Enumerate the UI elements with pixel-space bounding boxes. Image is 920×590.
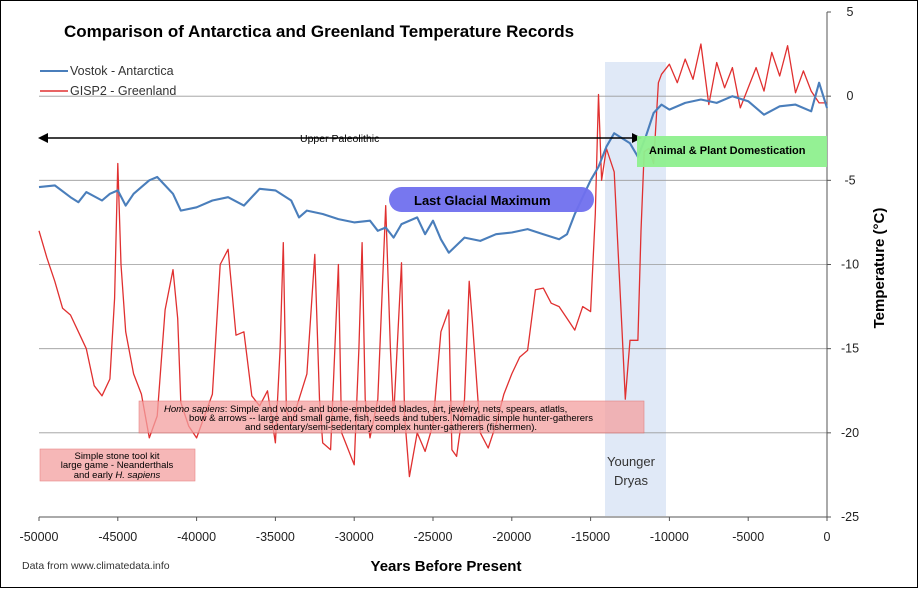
lgm-label: Last Glacial Maximum (414, 193, 551, 208)
homo-sapiens-text-line3: and sedentary/semi-sedentary complex hun… (245, 422, 537, 433)
x-tick-label: -30000 (335, 530, 374, 544)
x-tick-label: -50000 (20, 530, 59, 544)
series-line-gisp2 (38, 43, 827, 478)
x-tick-label: -5000 (732, 530, 764, 544)
homo-sapiens-text-line2: bow & arrows -- large and small game, fi… (189, 413, 593, 424)
arrow-head-left (38, 133, 48, 143)
stone-tool-text-line1: Simple stone tool kit (74, 451, 159, 462)
x-tick-label: 0 (824, 530, 831, 544)
stone-tool-text-line2: large game - Neanderthals (61, 460, 174, 471)
y-tick-label: -10 (841, 258, 859, 272)
y-axis-title: Temperature (°C) (871, 208, 888, 329)
younger-dryas-band (605, 62, 666, 516)
x-tick-label: -35000 (256, 530, 295, 544)
chart-title: Comparison of Antarctica and Greenland T… (64, 22, 574, 41)
x-ticks: -50000 -45000 -40000 -35000 -30000 -25000 -200… (20, 517, 831, 544)
domestication-label: Animal & Plant Domestication (649, 145, 806, 157)
data-source: Data from www.climatedata.info (22, 560, 170, 572)
y-tick-label: 5 (847, 5, 854, 19)
younger-dryas-label-2: Dryas (614, 473, 648, 488)
y-tick-label: -15 (841, 342, 859, 356)
y-ticks: 5 0 -5 -10 -15 -20 -25 (827, 5, 859, 524)
younger-dryas-label-1: Younger (607, 454, 656, 469)
x-axis-title: Years Before Present (371, 558, 522, 575)
y-tick-label: -20 (841, 426, 859, 440)
x-tick-label: -20000 (492, 530, 531, 544)
series-lines (38, 43, 829, 478)
upper-paleolithic-label: Upper Paleolithic (300, 133, 379, 145)
x-tick-label: -25000 (414, 530, 453, 544)
homo-sapiens-text-line1: Homo sapiens: Simple and wood- and bone-… (164, 404, 567, 415)
y-tick-label: -25 (841, 510, 859, 524)
lgm-pill (389, 187, 594, 212)
y-tick-label: 0 (847, 89, 854, 103)
series-line-vostok (38, 81, 829, 254)
y-tick-label: -5 (844, 173, 855, 187)
x-tick-label: -10000 (650, 530, 689, 544)
stone-tool-box (39, 448, 196, 482)
legend-label-gisp2: GISP2 - Greenland (70, 84, 176, 98)
domestication-box (637, 136, 827, 167)
stone-tool-text-line3: and early H. sapiens (74, 470, 161, 481)
homo-sapiens-box (138, 400, 645, 434)
x-tick-label: -40000 (177, 530, 216, 544)
x-tick-label: -45000 (98, 530, 137, 544)
legend-label-vostok: Vostok - Antarctica (70, 64, 174, 78)
x-tick-label: -15000 (571, 530, 610, 544)
